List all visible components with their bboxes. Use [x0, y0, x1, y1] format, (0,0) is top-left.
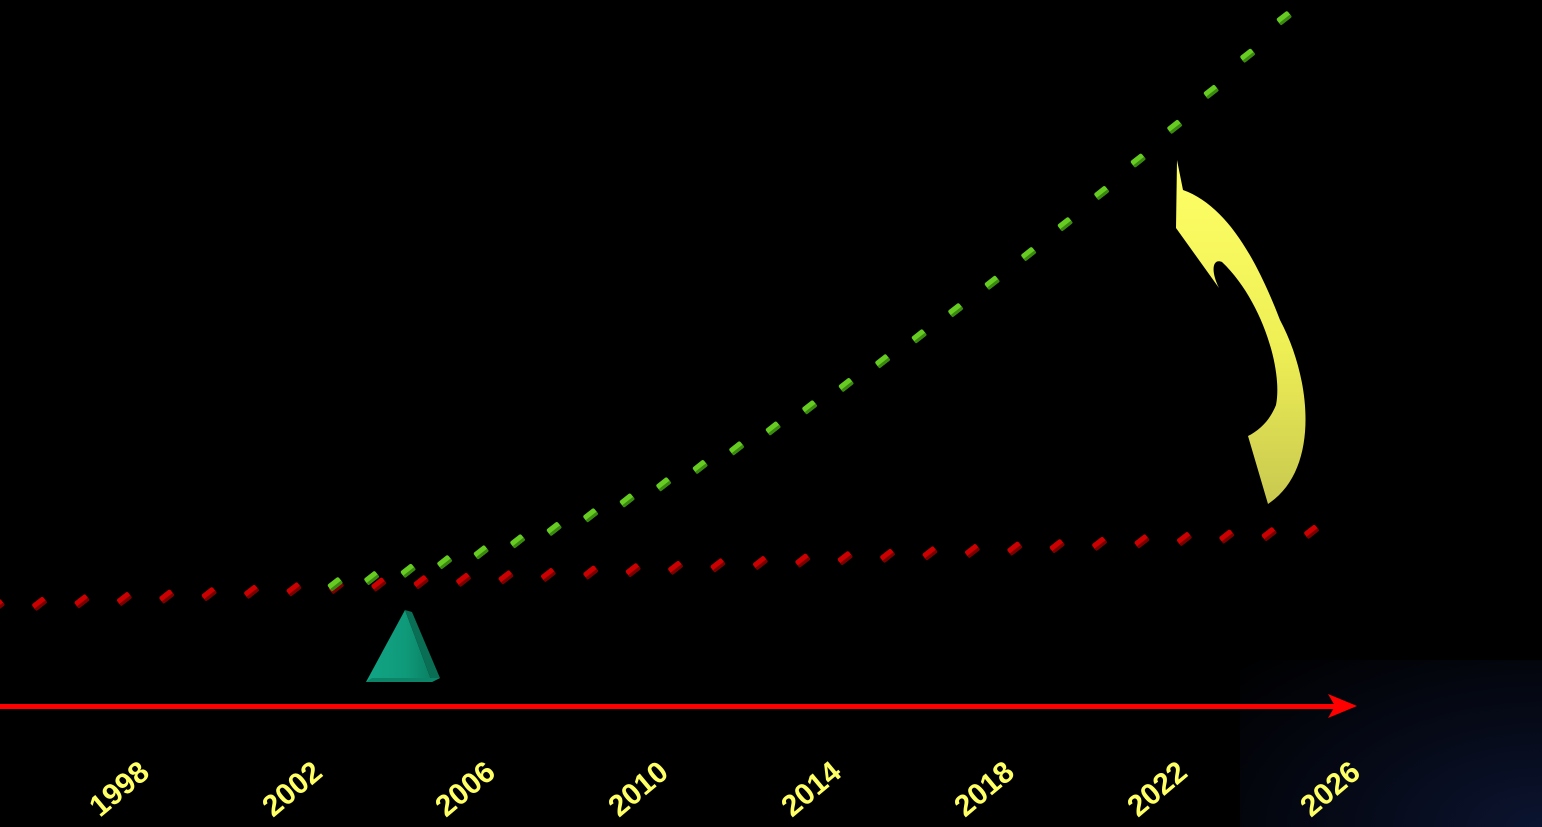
- year-label: 2002: [256, 755, 328, 823]
- trend-dot: [1094, 186, 1110, 200]
- trend-dot: [710, 558, 726, 573]
- trend-dot: [1219, 529, 1235, 544]
- trend-dot: [875, 354, 891, 369]
- year-label: 2010: [602, 755, 674, 823]
- trend-dot: [583, 565, 599, 580]
- triangle-marker: [366, 610, 440, 682]
- year-label: 2018: [948, 755, 1020, 823]
- trend-dot: [1049, 539, 1065, 554]
- year-labels: 1998 2002 2006 2010 2014 2018 2022 2026: [83, 755, 1366, 823]
- trend-dot: [625, 563, 641, 578]
- trend-dot: [1057, 217, 1073, 232]
- trend-dot: [74, 594, 90, 609]
- corner-glow: [1240, 660, 1542, 827]
- axis-arrowhead: [1328, 694, 1357, 718]
- trend-dot: [541, 568, 556, 582]
- trend-dot: [473, 545, 489, 560]
- trend-dot: [159, 589, 175, 604]
- trend-dot: [729, 441, 745, 456]
- trend-dot: [965, 544, 980, 558]
- trend-dot: [510, 534, 526, 549]
- red-dot-trend: [0, 524, 1319, 614]
- trend-dot: [32, 596, 47, 611]
- trend-dot: [201, 587, 217, 602]
- trend-dot: [1203, 85, 1219, 99]
- trend-dot: [922, 546, 938, 561]
- year-label: 2022: [1121, 755, 1193, 823]
- trend-dot: [837, 551, 853, 566]
- trend-dot: [371, 577, 387, 592]
- trend-dot: [619, 493, 635, 508]
- trend-dot: [911, 329, 927, 344]
- year-label: 2026: [1294, 755, 1366, 823]
- trend-dot: [583, 508, 599, 523]
- trend-dot: [456, 572, 471, 587]
- trend-dot: [984, 275, 1000, 290]
- trend-dot: [948, 303, 964, 318]
- trend-dot: [802, 400, 818, 415]
- trend-dot: [400, 563, 416, 578]
- trend-dot: [1276, 11, 1292, 26]
- trend-dot: [546, 522, 562, 536]
- trend-dot: [692, 460, 708, 474]
- year-label: 2014: [775, 755, 848, 823]
- trend-dot: [286, 582, 302, 597]
- trend-dot: [437, 555, 453, 570]
- trend-dot: [795, 553, 811, 568]
- trend-dot: [1167, 119, 1183, 134]
- trend-dot: [327, 577, 343, 592]
- curved-arrow-icon: [1176, 160, 1306, 504]
- trend-dot: [498, 570, 514, 585]
- time-axis: [0, 694, 1357, 718]
- trend-dot: [765, 421, 781, 436]
- trend-dot: [668, 560, 683, 575]
- trend-dot: [117, 592, 132, 606]
- trend-dot: [1092, 536, 1107, 551]
- trend-dot: [1021, 247, 1037, 261]
- trend-dot: [1177, 532, 1192, 546]
- trend-dot: [1304, 524, 1319, 539]
- trend-dot: [656, 477, 672, 492]
- trend-dot: [413, 575, 429, 590]
- trend-dot: [880, 548, 895, 563]
- green-dot-trend: [327, 11, 1292, 592]
- trend-dot: [1007, 541, 1023, 556]
- year-label: 1998: [83, 755, 155, 823]
- year-label: 2006: [429, 755, 501, 823]
- trend-dot: [0, 599, 5, 614]
- trend-dot: [244, 584, 259, 599]
- trend-dot: [364, 571, 380, 585]
- trend-dot: [1134, 534, 1150, 549]
- trend-dot: [838, 378, 854, 392]
- trend-dot: [753, 556, 768, 570]
- trend-dot: [1240, 48, 1256, 63]
- trend-dot: [1130, 153, 1146, 168]
- trend-dot: [1261, 527, 1277, 542]
